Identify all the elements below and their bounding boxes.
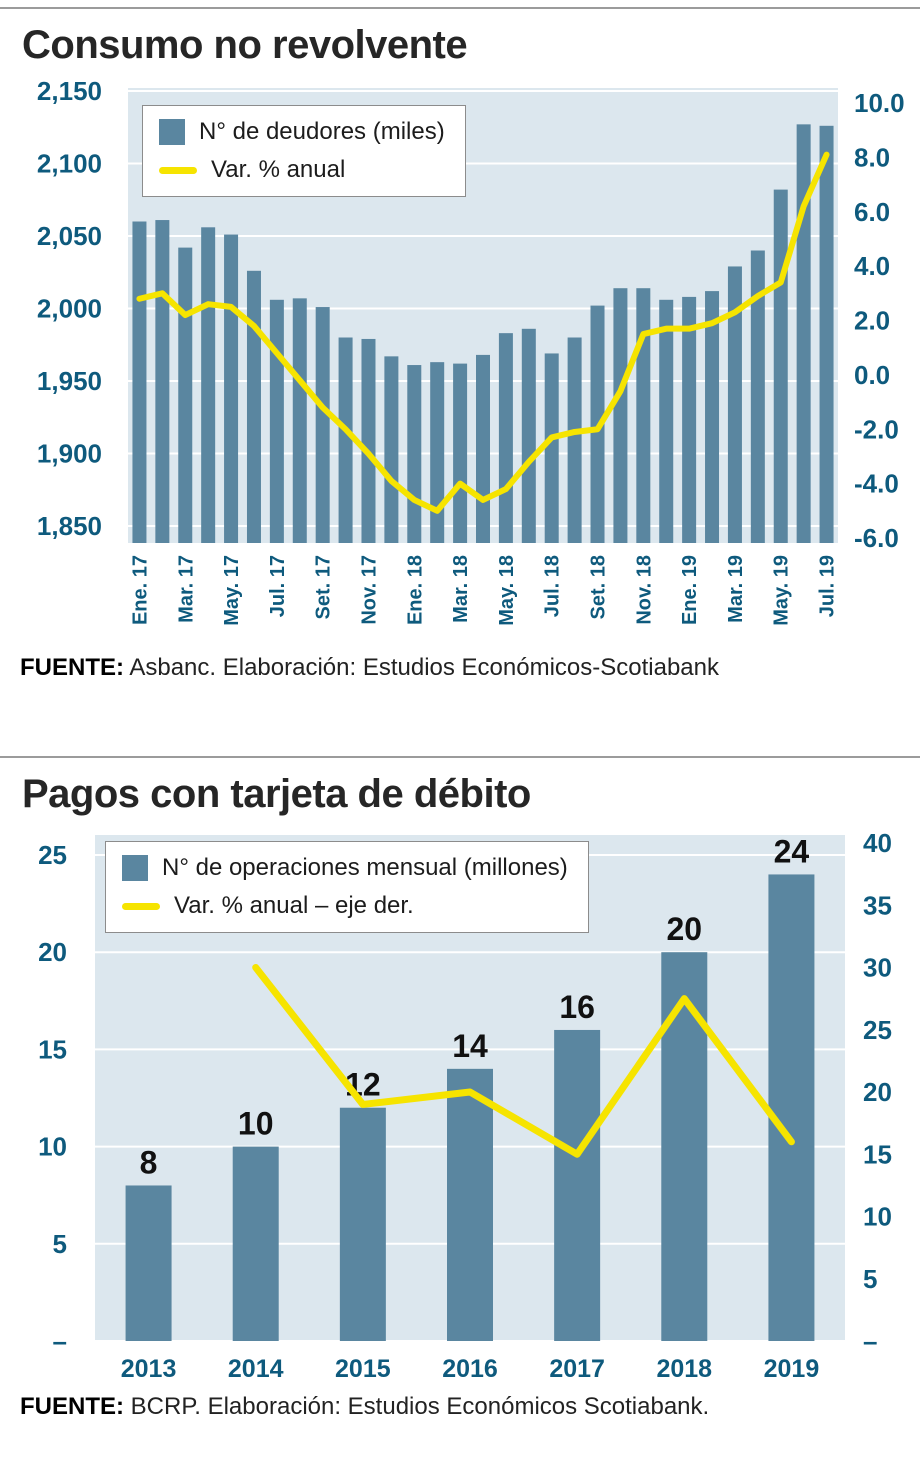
source-label: FUENTE: (20, 1393, 124, 1420)
svg-text:2014: 2014 (228, 1355, 284, 1383)
svg-text:10: 10 (863, 1202, 892, 1232)
svg-text:May. 19: May. 19 (771, 555, 793, 626)
legend-label-bars: N° de deudores (miles) (199, 118, 445, 145)
svg-text:5: 5 (863, 1264, 877, 1294)
svg-text:16: 16 (559, 989, 595, 1025)
svg-text:Ene. 18: Ene. 18 (404, 555, 426, 625)
svg-text:-2.0: -2.0 (854, 414, 899, 444)
svg-text:Ene. 19: Ene. 19 (679, 555, 701, 625)
svg-text:2018: 2018 (656, 1355, 712, 1383)
svg-text:Set. 18: Set. 18 (588, 555, 610, 619)
svg-text:2.0: 2.0 (854, 306, 890, 336)
chart-consumo-container: 2,150 2,100 2,050 2,000 1,950 1,900 1,850 10.0 8… (0, 76, 920, 648)
svg-text:1,950: 1,950 (37, 366, 102, 396)
legend-label-line: Var. % anual (211, 156, 346, 183)
svg-text:25: 25 (863, 1015, 892, 1045)
svg-text:10: 10 (238, 1106, 274, 1142)
panel-pagos-tarjeta-debito: Pagos con tarjeta de débito 25 20 15 10 5–40… (0, 756, 920, 1421)
source-note-pagos: FUENTE: BCRP. Elaboración: Estudios Econ… (20, 1393, 920, 1421)
chart-title-consumo: Consumo no revolvente (22, 23, 468, 67)
svg-text:–: – (53, 1326, 67, 1356)
svg-text:May. 18: May. 18 (496, 555, 518, 626)
svg-text:Ene. 17: Ene. 17 (129, 555, 151, 625)
svg-text:Mar. 18: Mar. 18 (450, 555, 472, 623)
svg-text:2,150: 2,150 (37, 76, 102, 106)
svg-text:15: 15 (863, 1139, 892, 1169)
svg-text:2016: 2016 (442, 1355, 498, 1383)
legend-consumo: N° de deudores (miles) Var. % anual (142, 105, 466, 197)
svg-text:Set. 17: Set. 17 (313, 555, 335, 619)
source-label: FUENTE: (20, 654, 124, 681)
svg-text:Nov. 18: Nov. 18 (633, 555, 655, 625)
svg-text:15: 15 (38, 1034, 67, 1064)
svg-text:2015: 2015 (335, 1355, 391, 1383)
legend-entry-bars: N° de operaciones mensual (millones) (122, 854, 568, 882)
svg-text:1,900: 1,900 (37, 439, 102, 469)
svg-text:2,100: 2,100 (37, 149, 102, 179)
svg-text:20: 20 (666, 911, 702, 947)
svg-text:35: 35 (863, 890, 892, 920)
svg-text:2017: 2017 (549, 1355, 605, 1383)
svg-text:–: – (863, 1326, 877, 1356)
svg-text:25: 25 (38, 840, 67, 870)
svg-text:2019: 2019 (764, 1355, 820, 1383)
svg-text:10: 10 (38, 1132, 67, 1162)
svg-text:4.0: 4.0 (854, 251, 890, 281)
svg-text:20: 20 (863, 1077, 892, 1107)
svg-text:Nov. 17: Nov. 17 (358, 555, 380, 625)
svg-text:-6.0: -6.0 (854, 523, 899, 553)
svg-text:14: 14 (452, 1028, 488, 1064)
chart-pagos-container: 25 20 15 10 5–40 35 30 25 20 15 10 5–8 10 12 14 16 20 24 2… (0, 825, 920, 1387)
svg-text:1,850: 1,850 (37, 511, 102, 541)
legend-pagos: N° de operaciones mensual (millones) Var… (105, 841, 589, 933)
svg-text:Jul. 18: Jul. 18 (542, 555, 564, 617)
legend-label-line: Var. % anual – eje der. (174, 892, 414, 919)
svg-text:10.0: 10.0 (854, 88, 905, 118)
svg-text:6.0: 6.0 (854, 197, 890, 227)
svg-text:8.0: 8.0 (854, 142, 890, 172)
svg-text:24: 24 (774, 833, 810, 869)
svg-text:8: 8 (140, 1144, 158, 1180)
svg-text:-4.0: -4.0 (854, 469, 899, 499)
svg-text:Mar. 17: Mar. 17 (175, 555, 197, 623)
svg-text:30: 30 (863, 953, 892, 983)
bar-series-swatch-icon (122, 855, 148, 881)
svg-text:2,000: 2,000 (37, 294, 102, 324)
svg-text:Mar. 19: Mar. 19 (725, 555, 747, 623)
consumo-chart-canvas: 2,150 2,100 2,050 2,000 1,950 1,900 1,850 10.0 8… (37, 76, 905, 626)
bar-series-swatch-icon (159, 119, 185, 145)
svg-text:0.0: 0.0 (854, 360, 890, 390)
legend-label-bars: N° de operaciones mensual (millones) (162, 854, 568, 881)
svg-text:5: 5 (53, 1229, 67, 1259)
svg-text:May. 17: May. 17 (221, 555, 243, 626)
panel-consumo-no-revolvente: Consumo no revolvente 2,150 2,100 2,050 2,0… (0, 7, 920, 682)
line-series-swatch-icon (122, 902, 160, 910)
line-series-swatch-icon (159, 166, 197, 174)
svg-text:2013: 2013 (121, 1355, 177, 1383)
legend-entry-line: Var. % anual – eje der. (122, 892, 568, 920)
svg-text:40: 40 (863, 828, 892, 858)
svg-text:Jul. 19: Jul. 19 (817, 555, 839, 617)
source-text: BCRP. Elaboración: Estudios Económicos S… (124, 1393, 710, 1420)
legend-entry-line: Var. % anual (159, 156, 445, 184)
svg-text:Jul. 17: Jul. 17 (267, 555, 289, 617)
svg-text:20: 20 (38, 937, 67, 967)
legend-entry-bars: N° de deudores (miles) (159, 118, 445, 146)
source-text: Asbanc. Elaboración: Estudios Económicos… (124, 654, 719, 681)
source-note-consumo: FUENTE: Asbanc. Elaboración: Estudios Ec… (20, 654, 920, 682)
svg-text:2,050: 2,050 (37, 221, 102, 251)
chart-title-pagos: Pagos con tarjeta de débito (22, 772, 531, 816)
